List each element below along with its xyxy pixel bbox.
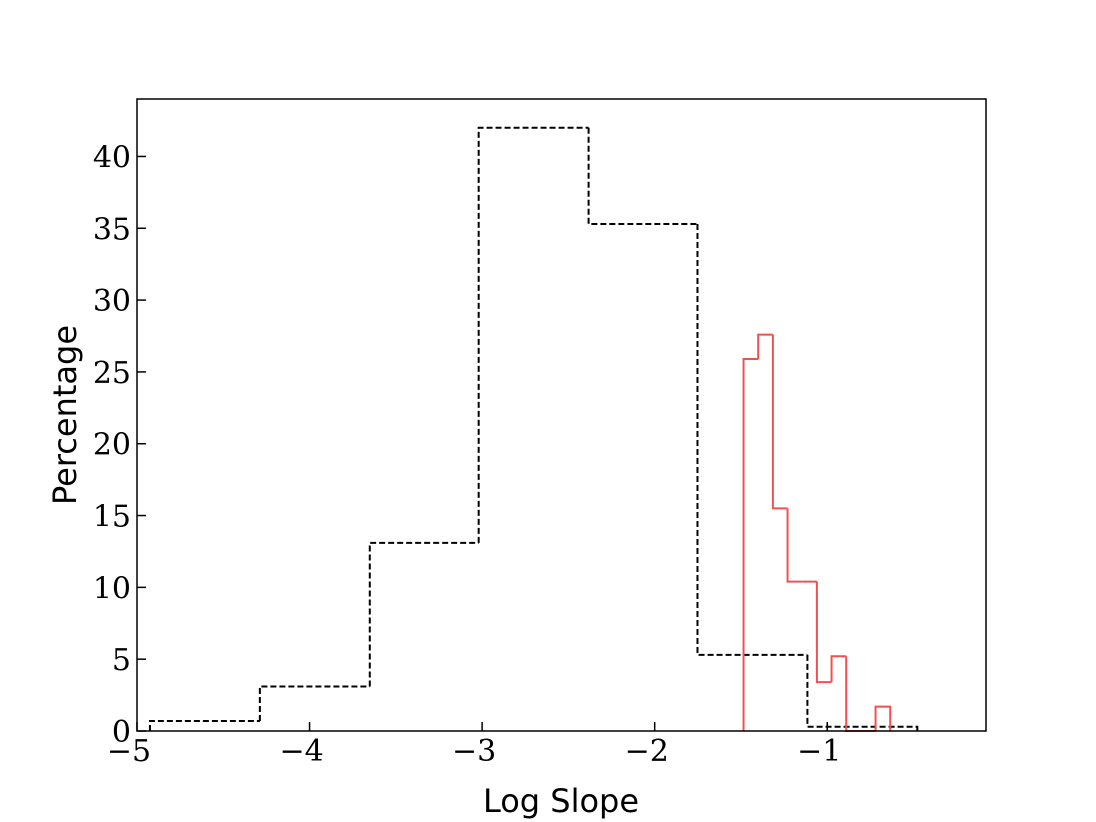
histogram-step [742,357,759,731]
y-tick-label: 40 [93,140,131,175]
y-tick-label: 25 [93,356,131,391]
y-tick-label: 30 [93,284,131,319]
histogram-step [845,656,861,732]
histogram-step [696,223,808,656]
histogram-step [258,685,370,721]
y-tick-label: 35 [93,212,131,247]
y-axis-label: Percentage [46,325,84,505]
histogram-step [874,705,892,731]
histogram-step [806,654,919,731]
histogram-step [148,719,260,731]
x-tick-label: −4 [279,734,323,769]
x-tick-label: −1 [797,734,841,769]
histogram-step [830,655,847,683]
histogram-step [815,581,832,684]
y-tick-label: 0 [112,715,131,750]
histogram-step [771,334,788,510]
histogram-step [477,126,589,543]
y-tick-label: 15 [93,500,131,535]
x-axis-label: Log Slope [483,782,639,820]
histogram-step [786,508,803,583]
x-tick-label: −3 [452,734,496,769]
y-tick-label: 10 [93,571,131,606]
histogram-step [757,333,773,359]
x-tick-label: −5 [107,734,151,769]
plot-frame [136,98,987,732]
y-tick-label: 20 [93,428,131,463]
histogram-step [587,127,698,225]
x-tick-label: −2 [625,734,669,769]
y-tick-label: 5 [112,643,131,678]
histogram-step [368,541,479,687]
